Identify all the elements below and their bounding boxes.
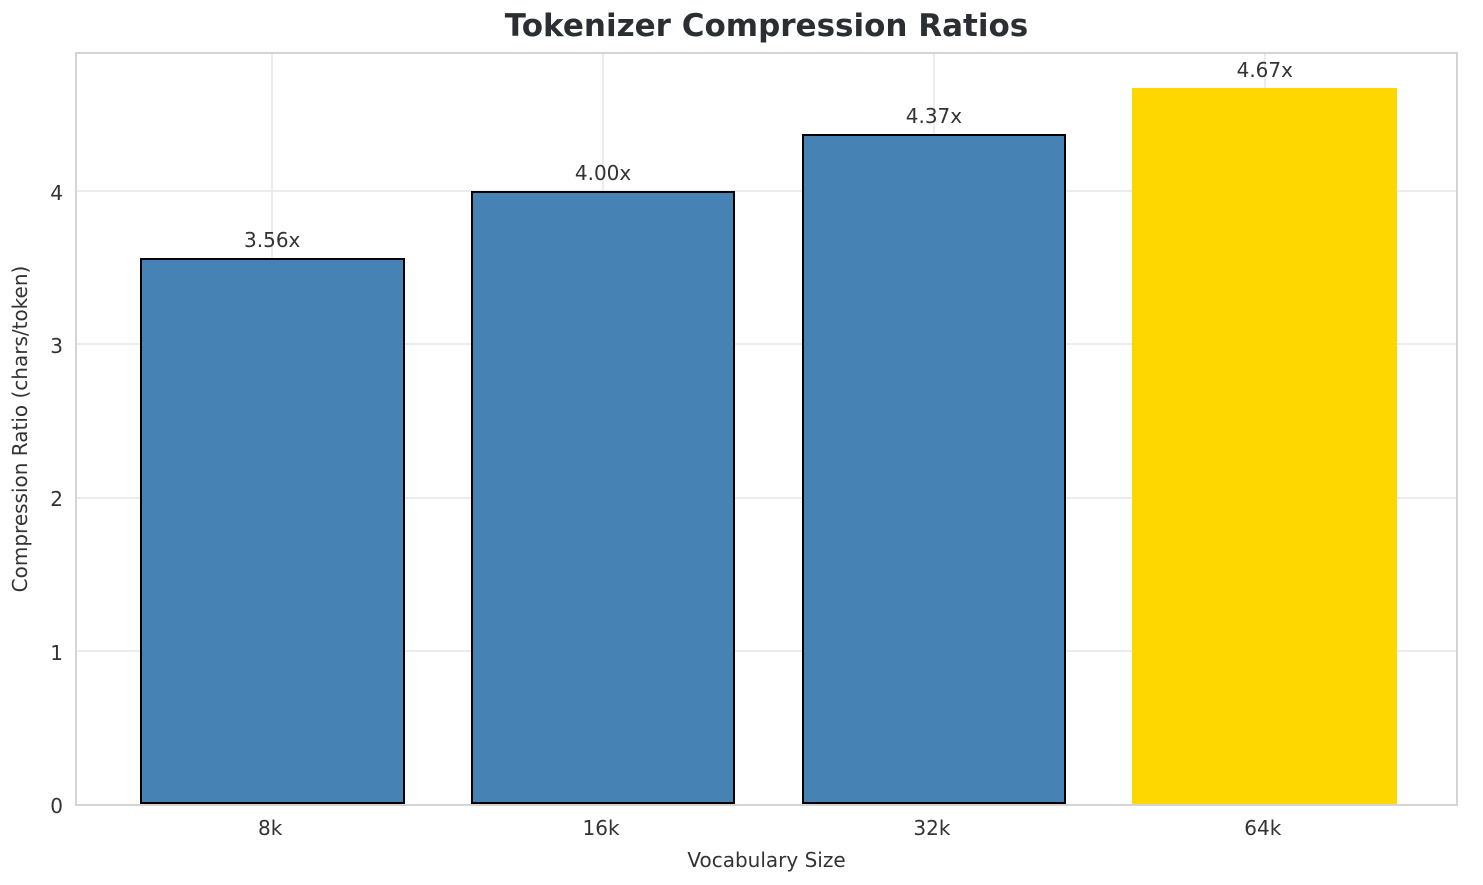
bar-32k [801,134,1067,804]
y-axis-label-text: Compression Ratio (chars/token) [8,265,32,593]
horizontal-gridline [77,649,1456,652]
x-tick-label-16k: 16k [582,816,620,840]
y-tick-label-4: 4 [50,180,63,205]
x-tick-label-32k: 32k [913,816,951,840]
y-tick-label-2: 2 [50,487,63,512]
horizontal-gridline [77,343,1456,346]
y-tick-label-3: 3 [50,334,63,359]
x-axis-label: Vocabulary Size [687,848,846,872]
bar-highlight-64k [1132,88,1398,804]
bar-16k [470,191,736,804]
chart-title: Tokenizer Compression Ratios [504,8,1029,44]
bar-value-label: 4.37x [905,104,963,129]
x-tick-label-8k: 8k [258,816,283,840]
x-tick-label-64k: 64k [1244,816,1282,840]
horizontal-gridline [77,190,1456,192]
y-tick-label-0: 0 [50,794,63,818]
plot-area: 3.56x 4.00x 4.37x 4.67x [75,52,1458,806]
bar-8k [139,258,405,804]
bar-value-label: 3.56x [244,228,301,253]
y-tick-label-1: 1 [50,640,63,665]
horizontal-gridline [77,496,1456,499]
bar-value-label: 4.00x [574,161,632,185]
bar-value-label: 4.67x [1236,58,1293,83]
